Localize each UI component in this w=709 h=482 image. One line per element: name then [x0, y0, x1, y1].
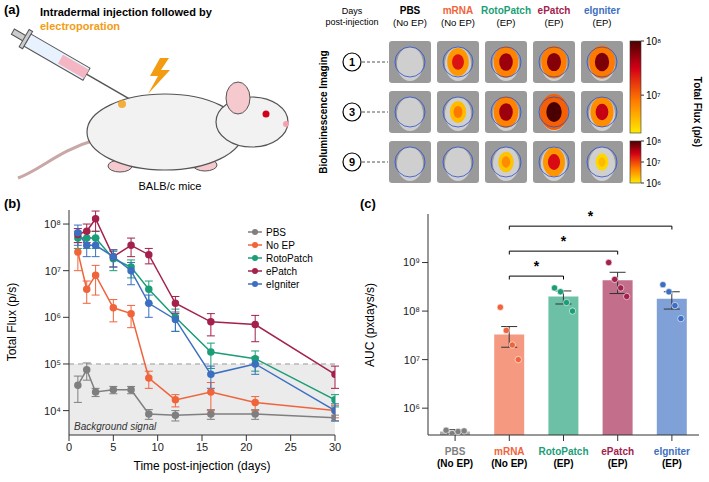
svg-text:10⁹: 10⁹ — [403, 256, 420, 268]
svg-text:10⁵: 10⁵ — [44, 358, 61, 370]
svg-text:25: 25 — [285, 441, 297, 453]
svg-text:10⁷: 10⁷ — [646, 157, 661, 168]
svg-text:3: 3 — [349, 106, 355, 118]
svg-text:10⁴: 10⁴ — [44, 405, 61, 417]
svg-text:(EP): (EP) — [497, 17, 516, 28]
svg-text:10⁸: 10⁸ — [646, 36, 661, 47]
svg-text:ePatch: ePatch — [266, 266, 297, 277]
svg-text:10: 10 — [152, 441, 164, 453]
svg-text:Days: Days — [342, 6, 363, 16]
svg-text:ePatch: ePatch — [538, 5, 571, 16]
svg-text:No EP: No EP — [266, 240, 295, 251]
svg-text:Background signal: Background signal — [74, 421, 157, 432]
svg-text:*: * — [588, 208, 594, 224]
svg-text:ePatch: ePatch — [601, 446, 634, 457]
svg-text:post-injection: post-injection — [325, 17, 378, 27]
svg-text:(c): (c) — [360, 196, 376, 211]
svg-text:1: 1 — [349, 56, 355, 68]
svg-text:10⁷: 10⁷ — [45, 265, 61, 277]
svg-text:10⁷: 10⁷ — [646, 90, 661, 101]
svg-text:10⁶: 10⁶ — [44, 311, 61, 323]
svg-text:10⁷: 10⁷ — [404, 354, 420, 366]
svg-text:Total Flux (p/s): Total Flux (p/s) — [5, 283, 19, 362]
svg-text:5: 5 — [110, 441, 116, 453]
svg-text:9: 9 — [349, 156, 355, 168]
svg-text:eIgniter: eIgniter — [584, 5, 620, 16]
svg-text:PBS: PBS — [266, 227, 286, 238]
svg-text:(EP): (EP) — [593, 17, 612, 28]
svg-text:mRNA: mRNA — [494, 446, 525, 457]
svg-text:BALB/c mice: BALB/c mice — [139, 180, 202, 192]
svg-text:10⁶: 10⁶ — [646, 178, 661, 189]
svg-text:(EP): (EP) — [545, 17, 564, 28]
svg-text:10⁶: 10⁶ — [403, 402, 420, 414]
svg-text:(No EP): (No EP) — [441, 17, 475, 28]
svg-text:Total Flux (p/s): Total Flux (p/s) — [692, 77, 703, 147]
svg-text:RotoPatch: RotoPatch — [481, 5, 531, 16]
svg-text:(EP): (EP) — [554, 458, 574, 469]
svg-text:AUC (pxdays/s): AUC (pxdays/s) — [363, 283, 377, 367]
svg-text:*: * — [561, 233, 567, 249]
svg-text:(No EP): (No EP) — [393, 17, 427, 28]
svg-text:electroporation: electroporation — [40, 20, 120, 32]
svg-text:Bioluminescence Imaging: Bioluminescence Imaging — [318, 50, 329, 173]
svg-text:10⁸: 10⁸ — [403, 305, 420, 317]
svg-text:10⁸: 10⁸ — [44, 218, 61, 230]
svg-text:20: 20 — [240, 441, 252, 453]
svg-text:PBS: PBS — [445, 446, 466, 457]
svg-text:0: 0 — [66, 441, 72, 453]
svg-text:10⁸: 10⁸ — [646, 136, 661, 147]
svg-text:(a): (a) — [4, 2, 20, 17]
svg-text:(EP): (EP) — [662, 458, 682, 469]
svg-text:PBS: PBS — [400, 5, 421, 16]
svg-text:(No EP): (No EP) — [491, 458, 527, 469]
svg-text:(EP): (EP) — [608, 458, 628, 469]
svg-text:Intradermal injection followed: Intradermal injection followed by — [40, 6, 213, 18]
svg-text:Time post-injection (days): Time post-injection (days) — [134, 459, 271, 473]
svg-text:eIgniter: eIgniter — [266, 279, 300, 290]
svg-text:RotoPatch: RotoPatch — [539, 446, 589, 457]
svg-text:(No EP): (No EP) — [437, 458, 473, 469]
svg-text:eIgniter: eIgniter — [654, 446, 690, 457]
svg-text:RotoPatch: RotoPatch — [266, 253, 313, 264]
svg-text:15: 15 — [196, 441, 208, 453]
svg-text:(b): (b) — [4, 196, 21, 211]
svg-text:*: * — [534, 258, 540, 274]
svg-text:mRNA: mRNA — [443, 5, 474, 16]
svg-text:30: 30 — [329, 441, 341, 453]
